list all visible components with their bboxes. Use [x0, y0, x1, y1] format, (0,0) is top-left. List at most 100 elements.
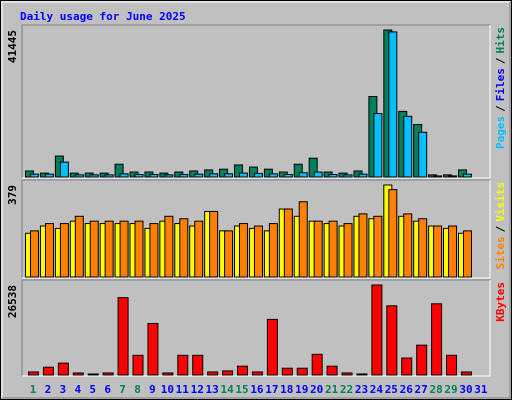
- x-tick-label: 29: [444, 383, 457, 396]
- panel-bevel: [22, 180, 491, 279]
- x-tick-label: 8: [134, 383, 141, 396]
- legend-entry: Sites: [494, 236, 507, 269]
- bar: [224, 173, 234, 178]
- bar: [343, 223, 353, 278]
- bar: [416, 344, 428, 376]
- bar: [313, 171, 323, 178]
- bar: [219, 168, 229, 178]
- bar: [433, 175, 443, 178]
- legend-entry: Files: [494, 68, 507, 101]
- x-tick-label: 11: [176, 383, 190, 396]
- bar: [72, 372, 84, 376]
- bar: [44, 223, 54, 278]
- bar: [457, 169, 467, 178]
- bar: [28, 371, 39, 376]
- bar: [44, 173, 54, 178]
- x-tick-label: 27: [415, 383, 428, 396]
- y-tick-label: 26538: [6, 285, 19, 318]
- bar: [308, 157, 318, 178]
- bar: [373, 113, 383, 178]
- bar: [74, 215, 84, 278]
- bar: [117, 297, 129, 376]
- bar: [104, 174, 114, 178]
- bar: [388, 189, 398, 278]
- bar: [283, 174, 293, 178]
- legend-entry: Pages: [494, 116, 507, 149]
- bar: [388, 31, 398, 178]
- x-tick-label: 12: [191, 383, 204, 396]
- bar: [207, 371, 219, 376]
- bar: [57, 362, 69, 376]
- bar: [30, 230, 39, 278]
- bar: [311, 353, 323, 376]
- bar: [30, 173, 39, 178]
- bar: [386, 305, 398, 376]
- bar: [192, 354, 204, 376]
- bar: [162, 372, 174, 376]
- bar: [224, 230, 234, 278]
- bar: [343, 174, 353, 178]
- bar: [59, 161, 69, 178]
- bar: [119, 173, 129, 178]
- legend-entry: /: [494, 105, 507, 112]
- x-tick-label: 31: [474, 383, 488, 396]
- bar: [134, 174, 144, 178]
- x-tick-label: 23: [355, 383, 368, 396]
- bar: [401, 357, 413, 376]
- bar: [134, 220, 144, 278]
- bar: [268, 223, 278, 278]
- bar: [251, 371, 263, 376]
- bar: [266, 318, 278, 376]
- legend: KBytes: [494, 282, 507, 322]
- x-tick-label: 16: [250, 383, 264, 396]
- bar: [358, 213, 368, 278]
- bar: [102, 372, 114, 376]
- x-tick-label: 25: [385, 383, 398, 396]
- x-tick-label: 28: [429, 383, 442, 396]
- bar: [222, 370, 234, 376]
- bar: [356, 373, 368, 376]
- bar: [104, 220, 114, 278]
- bar: [179, 174, 189, 178]
- bar: [326, 365, 338, 376]
- legend-entry: /: [494, 57, 507, 64]
- bar: [313, 220, 323, 278]
- legend-entry: KBytes: [494, 282, 507, 322]
- bar: [328, 220, 338, 278]
- y-tick-label: 41445: [6, 30, 19, 63]
- bar: [403, 115, 413, 178]
- bar: [462, 173, 472, 178]
- x-tick-label: 17: [265, 383, 278, 396]
- legend: Pages / Files / Hits: [494, 27, 507, 149]
- x-tick-label: 9: [149, 383, 156, 396]
- bar: [373, 215, 383, 278]
- bar: [132, 354, 144, 376]
- bar: [371, 284, 383, 376]
- bar: [298, 172, 308, 178]
- x-tick-label: 7: [119, 383, 126, 396]
- x-tick-label: 19: [295, 383, 308, 396]
- x-tick-label: 13: [206, 383, 219, 396]
- legend: Sites / Visits: [494, 182, 507, 270]
- bar: [239, 172, 249, 178]
- bar: [448, 175, 458, 178]
- bar: [358, 173, 368, 178]
- bar: [89, 220, 99, 278]
- bar: [209, 173, 219, 178]
- bar: [296, 367, 308, 376]
- bar: [268, 173, 278, 178]
- x-tick-label: 2: [45, 383, 52, 396]
- bar: [462, 230, 472, 278]
- bar: [446, 354, 458, 376]
- bar: [298, 201, 308, 278]
- bar: [194, 220, 204, 278]
- bar: [448, 225, 458, 278]
- x-tick-label: 14: [220, 383, 234, 396]
- x-tick-label: 15: [235, 383, 248, 396]
- bar: [164, 215, 174, 278]
- legend-entry: Visits: [494, 182, 507, 222]
- bar: [418, 218, 428, 278]
- bar: [149, 174, 159, 178]
